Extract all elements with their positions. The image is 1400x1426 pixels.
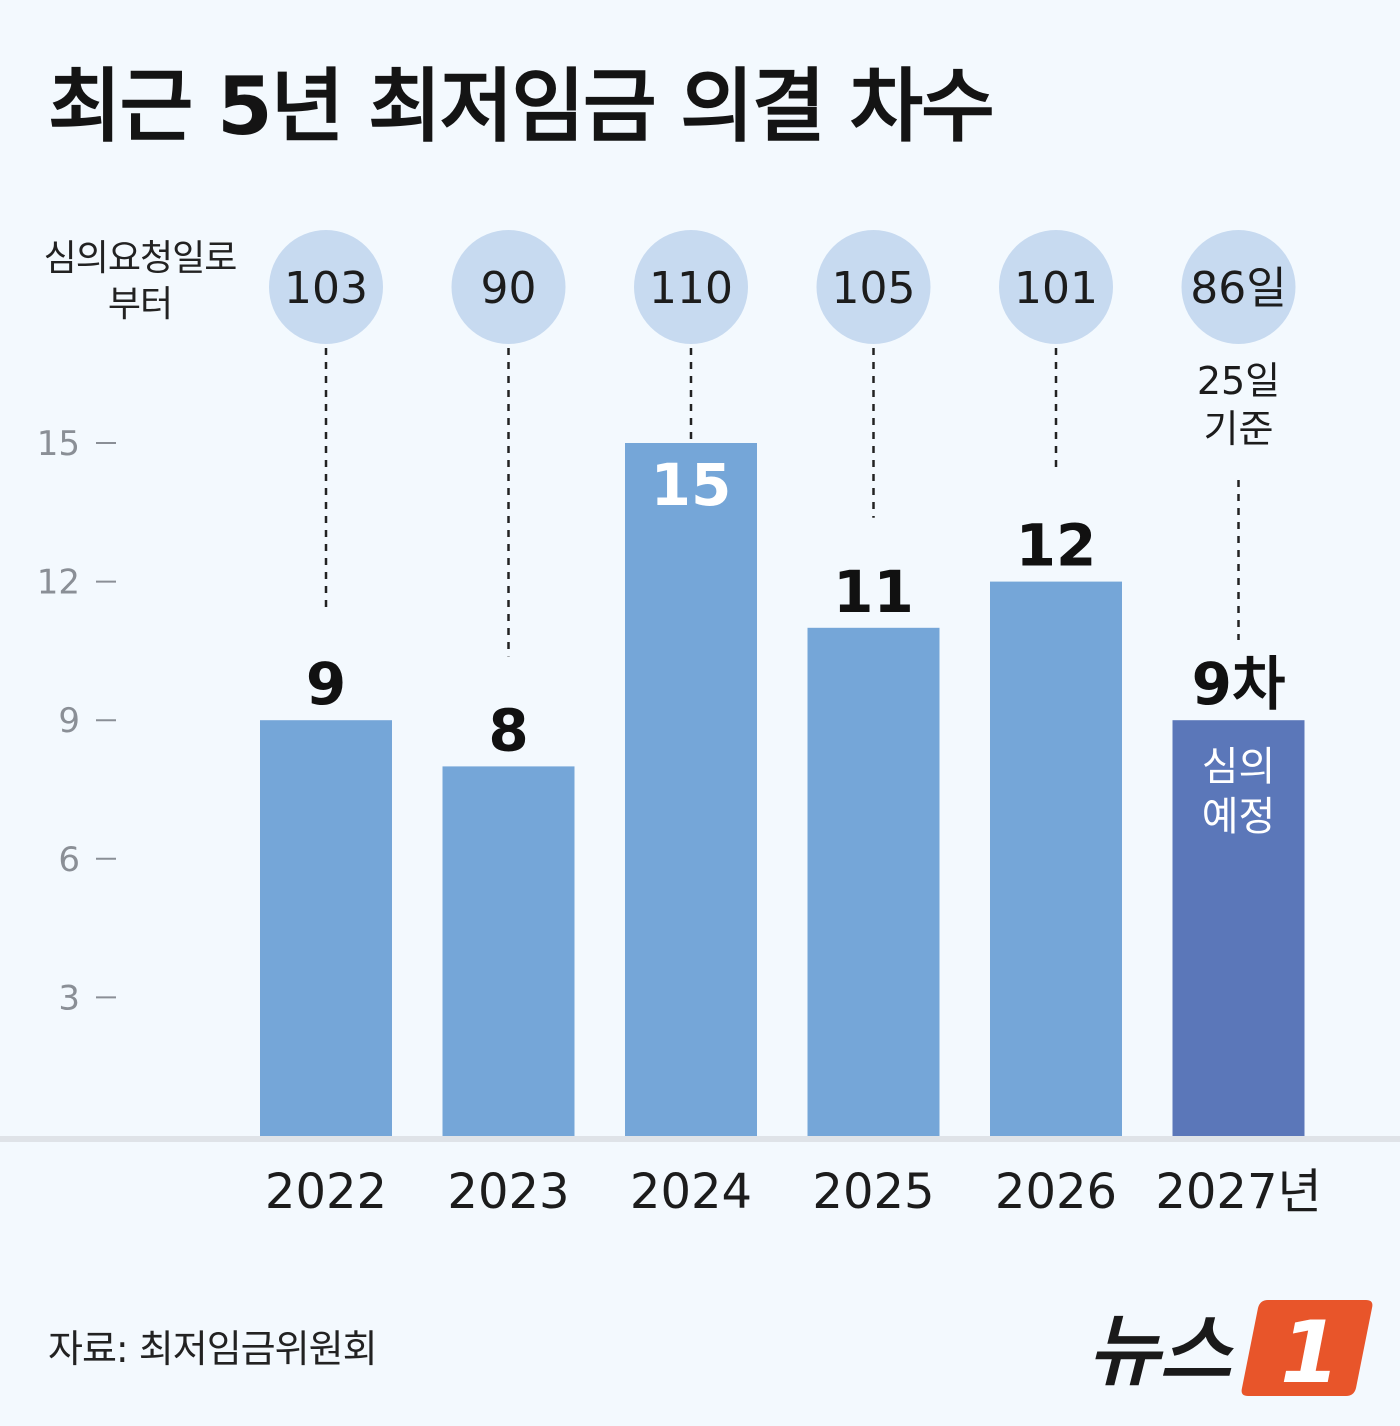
x-tick-label: 2022 <box>265 1164 387 1220</box>
x-tick-label: 2023 <box>447 1164 569 1220</box>
bar-value-label: 8 <box>488 696 528 764</box>
source-note: 자료: 최저임금위원회 <box>48 1327 378 1371</box>
y-tick-label: 12 <box>37 563 80 603</box>
days-bubble-label: 86일 <box>1190 263 1286 314</box>
bar-value-label: 9차 <box>1192 650 1286 718</box>
annotation-line-2: 기준 <box>1204 407 1274 451</box>
news1-logo: 뉴스 1 <box>1088 1300 1373 1400</box>
x-axis-line <box>0 1136 1400 1142</box>
bar-value-label: 12 <box>1016 512 1097 580</box>
bar <box>625 443 757 1136</box>
y-tick-label: 9 <box>58 701 80 741</box>
x-tick-label: 2024 <box>630 1164 752 1220</box>
highlight-bar-text-2: 예정 <box>1202 794 1276 840</box>
days-bubble <box>269 230 383 344</box>
chart-title: 최근 5년 최저임금 의결 차수 <box>48 60 995 153</box>
days-bubble-label: 101 <box>1014 263 1098 314</box>
bar-chart: 3 6 9 12 15 103 9 2022 90 8 2023 110 15 2024 105 11 2025… <box>0 230 1400 1220</box>
x-tick-label: 2025 <box>812 1164 934 1220</box>
bar <box>990 581 1122 1136</box>
days-label: 심의요청일로 부터 <box>20 236 260 328</box>
bar <box>807 627 940 1136</box>
bar-value-label: 9 <box>306 650 346 718</box>
days-bubble <box>999 230 1113 344</box>
days-label-line-1: 심의요청일로 <box>43 238 238 279</box>
bar <box>1172 720 1305 1136</box>
days-bubble-label: 105 <box>832 263 916 314</box>
y-tick-label: 3 <box>58 978 80 1018</box>
days-bubble-label: 103 <box>284 263 368 314</box>
days-bubble-label: 90 <box>481 263 537 314</box>
logo-text: 뉴스 <box>1088 1307 1235 1397</box>
highlight-bar-text-1: 심의 <box>1202 744 1276 790</box>
bar <box>260 720 392 1136</box>
annotation-line-1: 25일 <box>1197 359 1280 403</box>
days-label-line-2: 부터 <box>107 284 173 325</box>
y-tick-label: 15 <box>37 424 80 464</box>
x-tick-label: 2027년 <box>1155 1164 1321 1220</box>
logo-mark-number: 1 <box>1280 1303 1340 1400</box>
bar <box>442 766 575 1136</box>
days-bubble <box>816 230 931 344</box>
logo-mark <box>1241 1300 1373 1396</box>
days-bubble <box>451 230 566 344</box>
days-bubble <box>634 230 748 344</box>
bar-value-label: 11 <box>833 558 914 626</box>
days-bubble-label: 110 <box>649 263 733 314</box>
bar-value-label: 15 <box>651 451 732 519</box>
y-tick-label: 6 <box>58 840 80 880</box>
days-bubble <box>1181 230 1296 344</box>
x-tick-label: 2026 <box>995 1164 1117 1220</box>
